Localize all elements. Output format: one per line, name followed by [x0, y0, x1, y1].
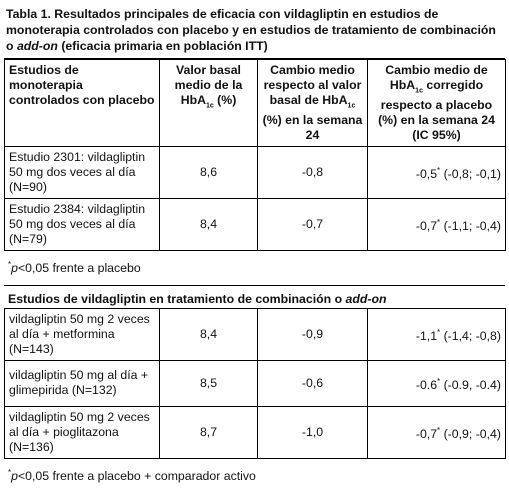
- text-segment: *: [8, 467, 12, 477]
- text-segment: *: [437, 425, 441, 435]
- text-segment: *: [437, 327, 441, 337]
- study-cell: Estudio 2384: vildagliptin 50 mg dos vec…: [4, 198, 160, 252]
- text-segment: 1c: [415, 87, 423, 95]
- table-title: Tabla 1. Resultados principales de efica…: [4, 4, 505, 59]
- text-segment: p: [11, 468, 18, 483]
- footnote: *p<0,05 frente a placebo: [4, 251, 505, 284]
- text-segment: Valor basal medio de la HbA: [174, 63, 243, 107]
- text-segment: (-1,1; -0,4): [440, 219, 501, 234]
- study-cell: Estudio 2301: vildagliptin 50 mg dos vec…: [4, 146, 160, 200]
- text-segment: (%) en la semana 24: [262, 113, 363, 143]
- value-cell: -0,6: [257, 359, 368, 407]
- value-cell: -0,7: [257, 198, 368, 252]
- text-segment: *: [8, 260, 12, 270]
- ci-cell: -0,7* (-1,1; -0,4): [367, 198, 506, 252]
- header-cell: Cambio medio respecto al valor basal de …: [257, 58, 368, 148]
- text-segment: (-1,4; -0,8): [440, 328, 501, 343]
- footnote: *p<0,05 frente a placebo + comparador ac…: [4, 459, 505, 492]
- value-cell: 8,4: [159, 307, 258, 361]
- section-title: Estudios de vildagliptin en tratamiento …: [4, 284, 505, 308]
- text-segment: *: [437, 376, 441, 386]
- text-segment: Cambio medio de HbA: [385, 63, 488, 92]
- value-cell: 8,5: [159, 359, 258, 407]
- text-segment: -0,7: [415, 219, 438, 234]
- ci-cell: -0,7* (-0,9; -0,4): [367, 405, 506, 459]
- study-cell: vildagliptin 50 mg 2 veces al día + metf…: [4, 307, 160, 361]
- text-segment: p: [11, 261, 18, 276]
- text-segment: 1c: [205, 102, 214, 110]
- text-segment: (-0,8; -0,1): [440, 167, 501, 182]
- text-segment: (-0.9, -0.4): [440, 377, 501, 392]
- header-cell: Cambio medio de HbA1c corregido respecto…: [367, 58, 506, 148]
- row: vildagliptin 50 mg al día + glimepirida …: [4, 359, 506, 407]
- value-cell: -0,8: [257, 146, 368, 200]
- text-segment: -0,7: [415, 426, 438, 441]
- header-cell: Valor basal medio de la HbA1c (%): [159, 58, 258, 148]
- value-cell: 8,6: [159, 146, 258, 200]
- value-cell: 8,4: [159, 198, 258, 252]
- text-segment: Tabla 1. Resultados principales de efica…: [6, 7, 496, 53]
- value-cell: -1,0: [257, 405, 368, 459]
- text-segment: (eficacia primaria en población ITT): [57, 39, 268, 53]
- row: vildagliptin 50 mg 2 veces al día + piog…: [4, 405, 506, 459]
- table-combination: vildagliptin 50 mg 2 veces al día + metf…: [4, 307, 506, 459]
- text-segment: Cambio medio respecto al valor basal de …: [263, 63, 362, 107]
- row: Estudio 2384: vildagliptin 50 mg dos vec…: [4, 198, 506, 252]
- text-segment: *: [437, 166, 441, 176]
- text-segment: *: [437, 218, 441, 228]
- text-segment: -0,5: [415, 167, 438, 182]
- table-monotherapy: Estudios de monoterapia controlados con …: [4, 58, 506, 252]
- value-cell: 8,7: [159, 405, 258, 459]
- row: vildagliptin 50 mg 2 veces al día + metf…: [4, 307, 506, 361]
- ci-cell: -1,1* (-1,4; -0,8): [367, 307, 506, 361]
- header-row: Estudios de monoterapia controlados con …: [4, 58, 506, 148]
- text-segment: (-0,9; -0,4): [440, 426, 501, 441]
- text-segment: -0.6: [415, 377, 438, 392]
- text-segment: 1c: [347, 102, 356, 110]
- text-segment: Estudios de vildagliptin en tratamiento …: [8, 291, 346, 306]
- ci-cell: -0.6* (-0.9, -0.4): [367, 359, 506, 407]
- study-cell: vildagliptin 50 mg 2 veces al día + piog…: [4, 405, 160, 459]
- text-segment: Estudios de monoterapia controlados con …: [9, 63, 155, 107]
- text-segment: corregido respecto a placebo (%) en la s…: [378, 78, 495, 143]
- text-segment: <0,05 frente a placebo + comparador acti…: [17, 468, 256, 483]
- text-segment: add-on: [16, 39, 58, 53]
- text-segment: -1,1: [415, 328, 438, 343]
- ci-cell: -0,5* (-0,8; -0,1): [367, 146, 506, 200]
- study-cell: vildagliptin 50 mg al día + glimepirida …: [4, 359, 160, 407]
- text-segment: <0,05 frente a placebo: [17, 261, 141, 276]
- header-cell: Estudios de monoterapia controlados con …: [4, 58, 160, 148]
- text-segment: add-on: [345, 291, 387, 306]
- text-segment: (%): [213, 93, 237, 107]
- value-cell: -0,9: [257, 307, 368, 361]
- row: Estudio 2301: vildagliptin 50 mg dos vec…: [4, 146, 506, 200]
